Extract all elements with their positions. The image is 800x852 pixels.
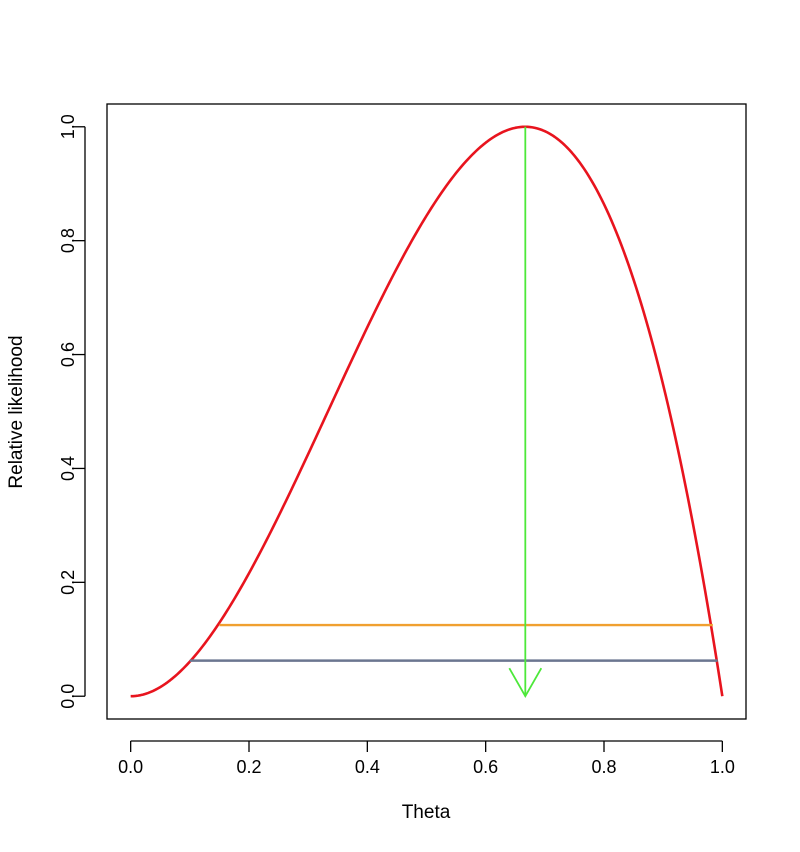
y-tick-label: 0.8 (58, 228, 78, 253)
x-tick-label: 0.4 (355, 757, 380, 777)
x-tick-label: 0.2 (236, 757, 261, 777)
mle-arrowhead (508, 667, 543, 699)
y-tick-label: 0.6 (58, 342, 78, 367)
x-tick-label: 0.0 (118, 757, 143, 777)
x-tick-label: 1.0 (710, 757, 735, 777)
y-tick-label: 0.0 (58, 684, 78, 709)
likelihood-curve (130, 125, 724, 698)
x-axis-label: Theta (402, 802, 451, 823)
x-tick-label: 0.6 (473, 757, 498, 777)
y-axis-label: Relative likelihood (6, 335, 27, 488)
plot-frame (106, 103, 747, 720)
y-tick-label: 1.0 (58, 114, 78, 139)
plot-series (130, 125, 724, 699)
x-tick-label: 0.8 (591, 757, 616, 777)
y-axis: 0.0 0.2 0.4 0.6 0.8 1.0 (58, 114, 86, 709)
y-tick-label: 0.4 (58, 456, 78, 481)
x-axis: 0.0 0.2 0.4 0.6 0.8 1.0 (118, 740, 735, 777)
y-tick-label: 0.2 (58, 570, 78, 595)
